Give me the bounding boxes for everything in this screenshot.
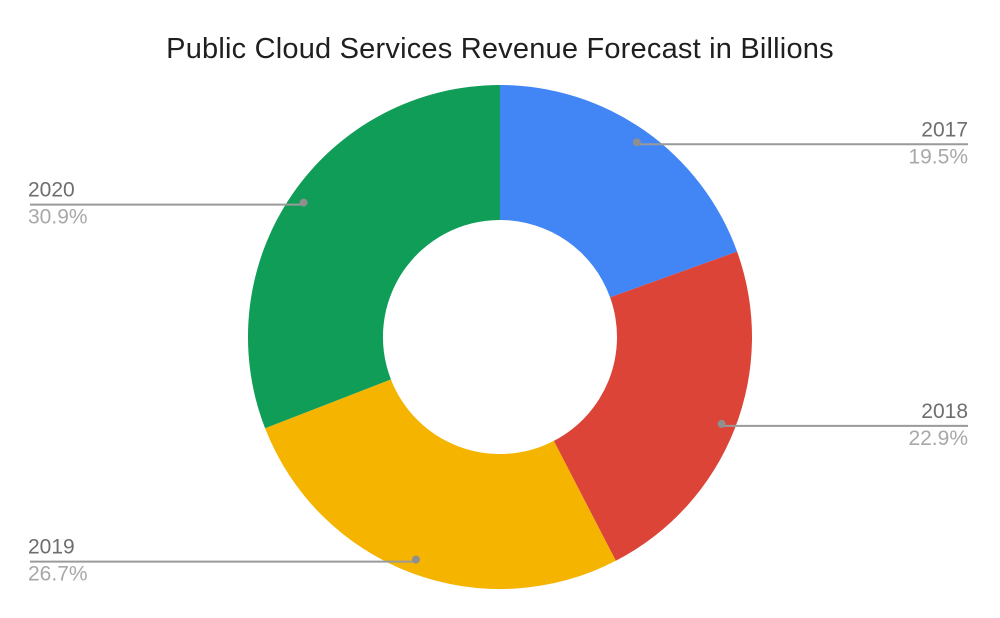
category-label-2019: 2019 <box>28 536 75 559</box>
chart-title: Public Cloud Services Revenue Forecast i… <box>166 33 834 65</box>
callout-dot-2017 <box>632 138 641 147</box>
percent-label-2020: 30.9% <box>28 206 88 229</box>
percent-label-2017: 19.5% <box>908 145 968 168</box>
donut-slices <box>247 85 753 589</box>
slice-2019[interactable] <box>265 379 616 589</box>
callout-dot-2019 <box>411 555 420 564</box>
slice-2018[interactable] <box>553 251 753 561</box>
callout-dot-2020 <box>299 198 308 207</box>
slice-callouts: 2017 19.5% 2018 22.9% 2019 26.7% 2020 30.9% <box>28 118 968 586</box>
callout-dot-2018 <box>717 419 726 428</box>
slice-2020[interactable] <box>247 85 500 429</box>
category-label-2017: 2017 <box>921 118 968 141</box>
percent-label-2018: 22.9% <box>908 427 968 450</box>
category-label-2018: 2018 <box>921 400 968 423</box>
slice-2017[interactable] <box>500 85 738 298</box>
percent-label-2019: 26.7% <box>28 563 88 586</box>
category-label-2020: 2020 <box>28 179 75 202</box>
